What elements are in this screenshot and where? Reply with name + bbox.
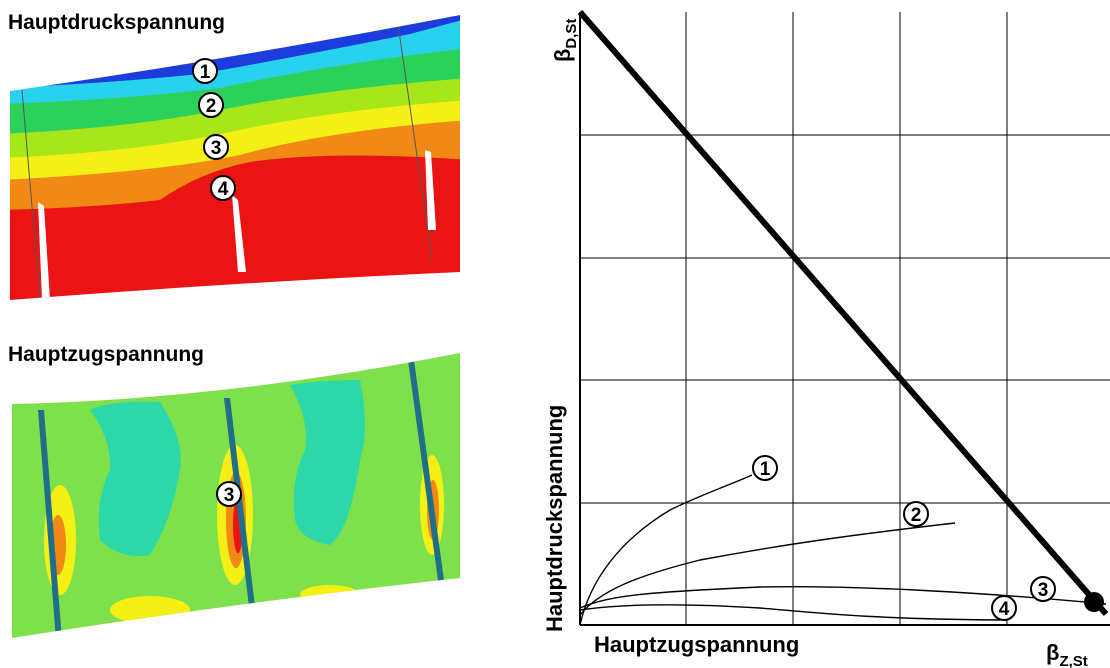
grid <box>580 12 1110 625</box>
compression-contour-plot <box>10 14 460 300</box>
y-axis-symbol: βD,St <box>550 19 580 62</box>
stress-path-1 <box>579 474 753 626</box>
curve-marker-3-label: 3 <box>1038 580 1049 601</box>
stress-path-4 <box>579 604 1001 621</box>
compression-marker-2: 2 <box>198 92 224 118</box>
tension-marker-3-label: 3 <box>224 485 235 506</box>
compression-marker-1: 1 <box>192 58 218 84</box>
x-axis-symbol-subscript: Z,St <box>1059 653 1087 668</box>
compression-marker-2-label: 2 <box>206 96 217 117</box>
compression-marker-3-label: 3 <box>211 138 222 159</box>
stress-path-2 <box>579 522 956 616</box>
y-axis-symbol-subscript: D,St <box>563 19 580 49</box>
compression-plot-title: Hauptdruckspannung <box>8 11 226 34</box>
compression-marker-4: 4 <box>210 175 236 201</box>
compression-marker-1-label: 1 <box>200 62 211 83</box>
curve-marker-1-label: 1 <box>760 459 771 480</box>
curve-marker-1: 1 <box>752 455 778 481</box>
interaction-diagram: 1 2 3 4 βD,St βZ,St Hauptdruckspannung H… <box>542 10 1110 668</box>
y-axis-label: Hauptdruckspannung <box>542 405 567 632</box>
compression-marker-3: 3 <box>203 134 229 160</box>
svg-text:βD,St: βD,St <box>550 19 580 62</box>
y-axis-symbol-beta: β <box>550 49 575 62</box>
curve-marker-2-label: 2 <box>911 505 922 526</box>
x-axis-label: Hauptzugspannung <box>594 632 799 657</box>
curve-marker-3: 3 <box>1030 576 1056 602</box>
tension-plot-title: Hauptzugspannung <box>8 343 204 366</box>
curve-marker-4-label: 4 <box>999 599 1010 620</box>
failure-point <box>1084 592 1104 612</box>
curve-marker-4: 4 <box>991 595 1017 621</box>
tension-marker-3: 3 <box>216 481 242 507</box>
x-axis-symbol: βZ,St <box>1046 640 1088 668</box>
curve-marker-2: 2 <box>903 501 929 527</box>
failure-envelope-line <box>577 10 1109 616</box>
x-axis-symbol-beta: β <box>1046 640 1059 665</box>
compression-marker-4-label: 4 <box>218 179 229 200</box>
